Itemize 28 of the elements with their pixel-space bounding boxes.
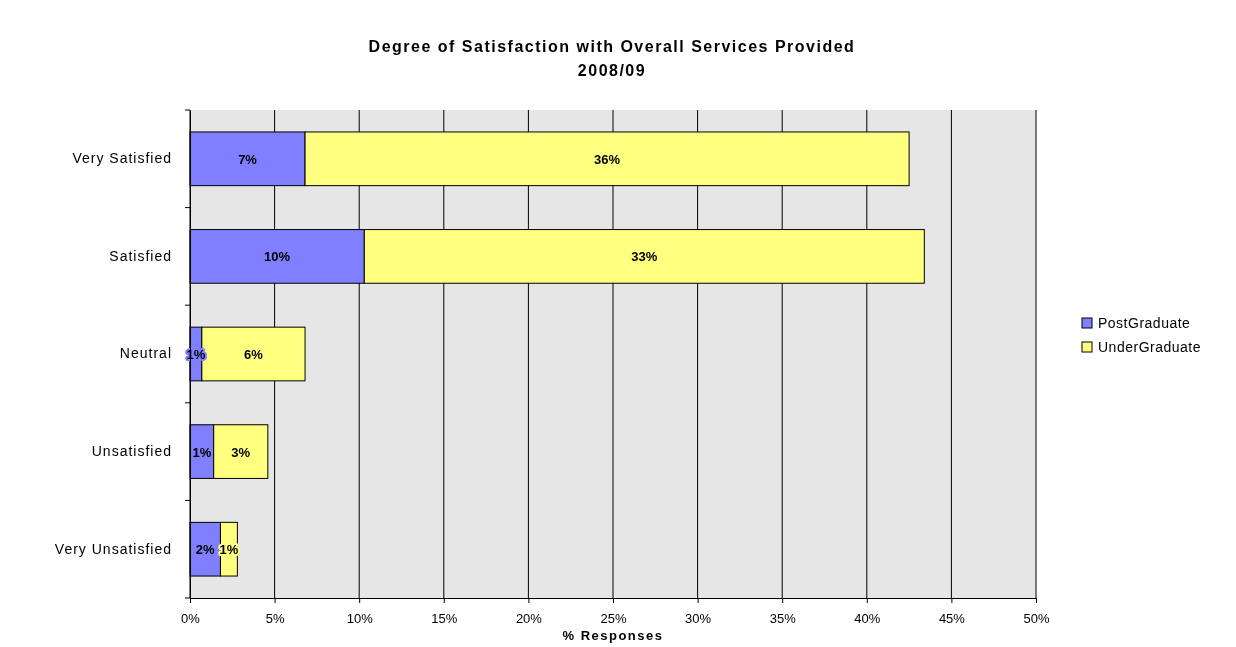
legend-label: UnderGraduate: [1098, 339, 1202, 355]
data-label: 10%: [264, 249, 291, 265]
data-label: 6%: [244, 347, 264, 362]
chart-title: Degree of Satisfaction with Overall Services Provided 2008/09: [368, 38, 856, 79]
data-label: 3%: [231, 444, 251, 460]
data-label: 36%: [594, 151, 621, 167]
x-tick-label: 5%: [265, 610, 285, 626]
data-label: 7%: [238, 151, 258, 167]
x-tick-label: 35%: [769, 610, 797, 626]
data-label: 1%: [192, 444, 212, 460]
data-label: 33%: [631, 249, 658, 265]
x-axis-title: % Responses: [562, 628, 664, 643]
x-tick-label: 30%: [685, 610, 712, 626]
x-tick-label: 50%: [1023, 610, 1050, 626]
x-tick-label: 20%: [515, 610, 543, 626]
y-tick-label: Very Unsatisfied: [54, 540, 172, 557]
y-tick-label: Unsatisfied: [91, 443, 172, 460]
data-label: 2%: [195, 542, 216, 558]
x-tick-label: 25%: [600, 610, 627, 626]
x-tick-label: 40%: [854, 610, 881, 626]
y-tick-label: Satisfied: [109, 247, 172, 264]
x-tick-label: 45%: [938, 610, 966, 626]
legend-label: PostGraduate: [1098, 315, 1191, 331]
x-tick-label: 15%: [431, 610, 458, 626]
x-tick-label: 10%: [346, 610, 374, 626]
y-tick-label: Neutral: [119, 345, 172, 362]
x-tick-label: 0%: [181, 610, 201, 626]
y-tick-label: Very Satisfied: [72, 150, 172, 167]
